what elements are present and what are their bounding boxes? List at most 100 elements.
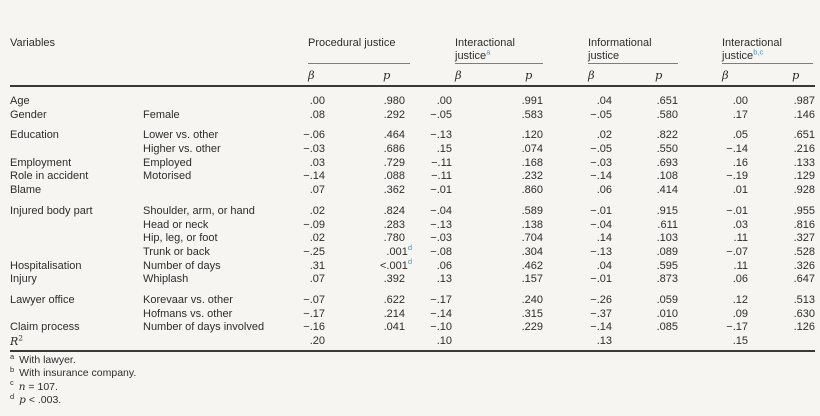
beta-value: .10 bbox=[436, 335, 452, 347]
table-row: Trunk or back −.25 .001d −.08 .304 −.13 .089 −.… bbox=[10, 243, 815, 260]
p-value: .704 bbox=[521, 232, 543, 245]
beta-value: .00 bbox=[309, 95, 325, 107]
p-value: .362 bbox=[383, 184, 405, 197]
beta-column-header: β bbox=[722, 68, 729, 82]
beta-value: −.04 bbox=[590, 218, 612, 231]
variable-name-cell bbox=[10, 232, 143, 246]
beta-value: −.17 bbox=[726, 321, 748, 334]
group-title-superscript: b,c bbox=[753, 47, 764, 57]
beta-value: −.01 bbox=[590, 204, 612, 217]
beta-value: −.37 bbox=[590, 307, 612, 320]
beta-value: .13 bbox=[596, 335, 612, 347]
table-row: Hospitalisation Number of days .31 <.001d .0… bbox=[10, 258, 815, 274]
variable-level-cell: Motorised bbox=[143, 170, 192, 183]
p-value: .611 bbox=[657, 218, 678, 231]
variable-name-cell: Employment bbox=[10, 156, 72, 169]
p-value: .647 bbox=[793, 273, 815, 286]
variable-name-cell bbox=[10, 219, 143, 233]
group-title: Informational justice bbox=[588, 37, 652, 62]
variable-level-cell: Number of days involved bbox=[143, 321, 265, 334]
table-bottom-rule bbox=[10, 350, 815, 352]
beta-value: .13 bbox=[436, 273, 452, 286]
footnote-marker: c bbox=[10, 378, 14, 388]
p-value: .414 bbox=[656, 184, 678, 197]
variable-level-cell bbox=[143, 335, 300, 350]
beta-value: −.14 bbox=[303, 170, 325, 183]
table-row: Claim process Number of days involved −.16… bbox=[10, 321, 815, 335]
variable-name-cell: Injured body part bbox=[10, 204, 93, 217]
beta-column-header: β bbox=[308, 68, 315, 82]
beta-value: .31 bbox=[309, 259, 325, 272]
p-value: .729 bbox=[383, 156, 405, 169]
p-value: .133 bbox=[793, 156, 815, 169]
beta-value: −.04 bbox=[430, 204, 452, 217]
footnote-line: b With insurance company. bbox=[10, 364, 137, 380]
p-value: .622 bbox=[383, 293, 405, 306]
beta-value: −.07 bbox=[303, 293, 325, 306]
beta-value: −.17 bbox=[430, 293, 452, 306]
group-title: Interactional justicea bbox=[455, 37, 515, 62]
variable-level-cell: Employed bbox=[143, 156, 192, 169]
beta-value: .06 bbox=[436, 259, 452, 272]
variable-level-cell: Shoulder, arm, or hand bbox=[143, 204, 255, 217]
beta-value: .16 bbox=[732, 156, 748, 169]
p-value: .146 bbox=[793, 108, 815, 121]
p-value: .120 bbox=[521, 129, 543, 142]
beta-value: .01 bbox=[732, 184, 748, 197]
p-value: .955 bbox=[793, 204, 815, 217]
p-value: .292 bbox=[383, 108, 405, 121]
table-section: Education Lower vs. other −.06 .464 −.13 .120… bbox=[10, 129, 815, 197]
beta-value: −.10 bbox=[430, 321, 452, 334]
beta-value: −.03 bbox=[430, 232, 452, 245]
beta-value: −.08 bbox=[430, 245, 452, 258]
p-value: .001d bbox=[386, 243, 412, 258]
group-title: Interactional justiceb,c bbox=[722, 37, 782, 62]
beta-value: −.19 bbox=[726, 170, 748, 183]
beta-value: −.01 bbox=[590, 273, 612, 286]
beta-value: −.14 bbox=[726, 143, 748, 156]
beta-value: −.17 bbox=[303, 307, 325, 320]
variable-level-cell: Hofmans vs. other bbox=[143, 307, 233, 320]
beta-value: .03 bbox=[732, 218, 748, 231]
p-value: .327 bbox=[793, 232, 815, 245]
p-value: .138 bbox=[521, 218, 543, 231]
p-value: .860 bbox=[521, 184, 543, 197]
beta-value: −.13 bbox=[430, 218, 452, 231]
p-value: .157 bbox=[521, 273, 543, 286]
table-row: Employment Employed .03 .729 −.11 .168 −.03 .69… bbox=[10, 157, 815, 171]
p-value: .229 bbox=[521, 321, 543, 334]
p-value: .651 bbox=[656, 95, 678, 107]
p-value: .991 bbox=[521, 95, 543, 107]
variable-name-cell: R2 bbox=[10, 333, 24, 348]
group-title-superscript: a bbox=[486, 47, 491, 57]
variable-name-cell bbox=[10, 143, 143, 157]
beta-value: −.06 bbox=[303, 129, 325, 142]
variable-level-cell: Whiplash bbox=[143, 273, 189, 286]
p-value: .980 bbox=[383, 95, 405, 107]
beta-value: .06 bbox=[732, 273, 748, 286]
p-value: .630 bbox=[793, 307, 815, 320]
table-section: Lawyer office Korevaar vs. other −.07 .622 −… bbox=[10, 294, 815, 349]
beta-value: −.14 bbox=[590, 170, 612, 183]
beta-value: −.25 bbox=[303, 245, 325, 258]
p-value: .928 bbox=[793, 184, 815, 197]
p-column-header: p bbox=[792, 68, 800, 82]
p-value: .464 bbox=[383, 129, 405, 142]
variable-name-cell: Hospitalisation bbox=[10, 259, 82, 272]
beta-column-header: β bbox=[455, 68, 462, 82]
footnote-marker: d bbox=[10, 391, 15, 401]
table-row: Injury Whiplash .07 .392 .13 .157 −.01 .873 .06.… bbox=[10, 273, 815, 287]
p-value: .693 bbox=[656, 156, 678, 169]
p-value: .108 bbox=[656, 170, 678, 183]
beta-value: .11 bbox=[733, 259, 748, 272]
significance-superscript: d bbox=[407, 243, 412, 253]
beta-value: .07 bbox=[309, 273, 325, 286]
variable-level-cell: Trunk or back bbox=[143, 245, 210, 258]
beta-value: .02 bbox=[309, 204, 325, 217]
p-value: .085 bbox=[656, 321, 678, 334]
p-value: .214 bbox=[383, 307, 405, 320]
beta-value: .07 bbox=[309, 184, 325, 197]
